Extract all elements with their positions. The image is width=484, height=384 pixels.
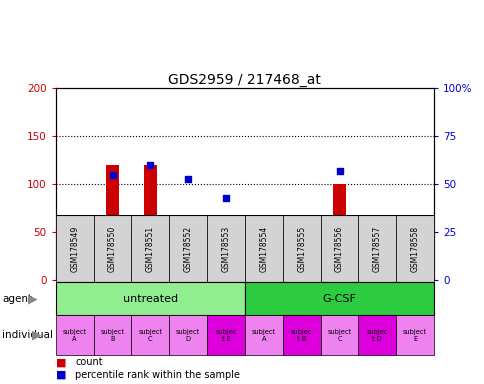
- Text: ■: ■: [56, 370, 66, 380]
- Text: GSM178552: GSM178552: [183, 225, 192, 272]
- Bar: [358, 215, 395, 282]
- Bar: [320, 215, 358, 282]
- Bar: [219, 227, 232, 280]
- Point: [373, 218, 380, 224]
- Bar: [257, 271, 270, 280]
- Title: GDS2959 / 217468_at: GDS2959 / 217468_at: [168, 73, 321, 87]
- Point: [71, 239, 78, 245]
- Text: agent: agent: [2, 293, 32, 304]
- Bar: [131, 215, 169, 282]
- Bar: [358, 315, 395, 355]
- Bar: [131, 315, 169, 355]
- Text: GSM178556: GSM178556: [334, 225, 343, 272]
- Text: subjec
t E: subjec t E: [215, 329, 236, 341]
- Point: [259, 258, 267, 264]
- Text: G-CSF: G-CSF: [322, 293, 356, 304]
- Bar: [207, 315, 244, 355]
- Text: GSM178557: GSM178557: [372, 225, 381, 272]
- Text: count: count: [75, 357, 103, 367]
- Bar: [282, 315, 320, 355]
- Text: subjec
t D: subjec t D: [366, 329, 387, 341]
- Bar: [207, 215, 244, 282]
- Bar: [169, 215, 207, 282]
- Bar: [106, 165, 119, 280]
- Text: GSM178554: GSM178554: [259, 225, 268, 272]
- Text: percentile rank within the sample: percentile rank within the sample: [75, 370, 240, 380]
- Text: subject
C: subject C: [138, 329, 162, 341]
- Point: [410, 231, 418, 237]
- Text: GSM178550: GSM178550: [108, 225, 117, 272]
- Bar: [320, 315, 358, 355]
- Bar: [143, 165, 157, 280]
- Text: GSM178558: GSM178558: [410, 225, 419, 272]
- Text: GSM178555: GSM178555: [297, 225, 305, 272]
- Text: ▶: ▶: [28, 292, 38, 305]
- Point: [297, 223, 305, 230]
- Text: subject
B: subject B: [100, 329, 124, 341]
- Text: ■: ■: [56, 357, 66, 367]
- Text: individual: individual: [2, 330, 53, 340]
- Bar: [332, 184, 346, 280]
- Point: [184, 175, 192, 182]
- Bar: [169, 315, 207, 355]
- Text: subject
C: subject C: [327, 329, 351, 341]
- Bar: [244, 315, 282, 355]
- Point: [335, 168, 343, 174]
- Bar: [56, 315, 93, 355]
- Bar: [395, 215, 433, 282]
- Bar: [282, 215, 320, 282]
- Bar: [56, 215, 93, 282]
- Text: subject
A: subject A: [62, 329, 87, 341]
- Bar: [244, 282, 433, 315]
- Text: GSM178553: GSM178553: [221, 225, 230, 272]
- Point: [146, 162, 154, 168]
- Bar: [370, 252, 383, 280]
- Bar: [68, 269, 81, 280]
- Bar: [181, 227, 195, 280]
- Bar: [294, 242, 308, 280]
- Text: GSM178549: GSM178549: [70, 225, 79, 272]
- Text: subject
E: subject E: [402, 329, 426, 341]
- Bar: [244, 215, 282, 282]
- Text: subject
D: subject D: [176, 329, 200, 341]
- Bar: [408, 261, 421, 280]
- Text: ▶: ▶: [31, 329, 41, 341]
- Bar: [56, 282, 244, 315]
- Bar: [93, 215, 131, 282]
- Text: subject
A: subject A: [251, 329, 275, 341]
- Bar: [93, 315, 131, 355]
- Text: GSM178551: GSM178551: [146, 225, 154, 272]
- Bar: [395, 315, 433, 355]
- Point: [108, 172, 116, 178]
- Point: [222, 195, 229, 201]
- Text: subjec
t B: subjec t B: [290, 329, 312, 341]
- Text: untreated: untreated: [122, 293, 178, 304]
